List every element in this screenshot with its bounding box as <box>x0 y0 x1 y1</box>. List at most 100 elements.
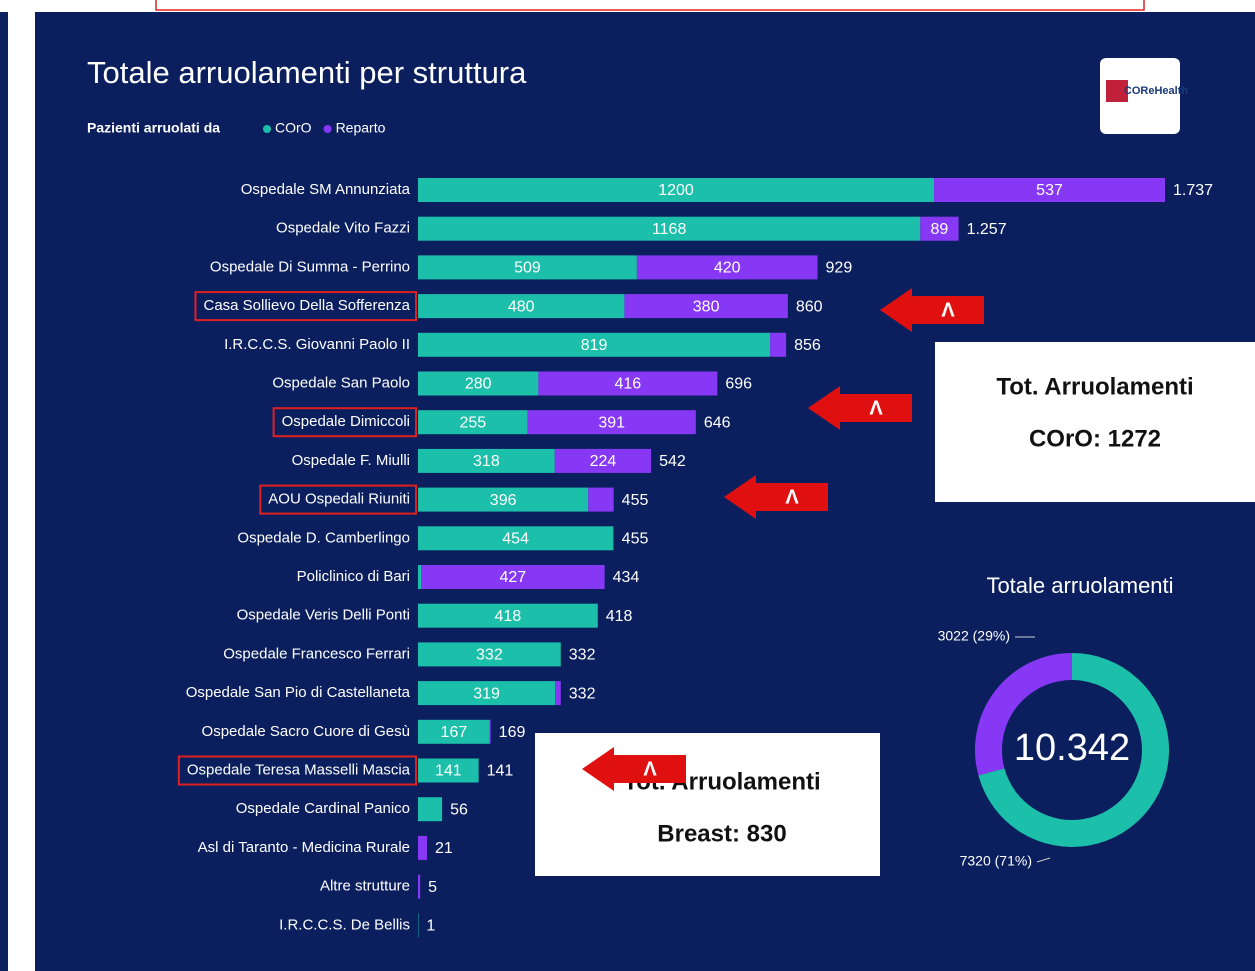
segment-label: 454 <box>502 531 529 548</box>
bar-segment <box>418 603 598 628</box>
bar-segment <box>770 332 787 357</box>
bar-segment <box>418 332 771 357</box>
category-label: Ospedale San Pio di Castellaneta <box>186 684 411 701</box>
bar-segment <box>418 681 556 706</box>
bar-segment <box>588 487 614 512</box>
legend-title: Pazienti arruolati da <box>87 120 220 136</box>
segment-label: 141 <box>435 763 462 780</box>
red-arrow <box>880 288 984 332</box>
coro-box-line: COrO: 1272 <box>1029 425 1161 452</box>
segment-label: 418 <box>495 608 522 625</box>
category-label: I.R.C.C.S. Giovanni Paolo II <box>224 336 410 353</box>
segment-label: 332 <box>476 647 503 664</box>
segment-label: 396 <box>490 492 517 509</box>
category-label: Casa Sollievo Della Sofferenza <box>203 297 410 314</box>
bar-segment <box>418 565 422 589</box>
category-label: Asl di Taranto - Medicina Rurale <box>198 839 410 856</box>
arrow-label: Λ <box>643 758 657 780</box>
coro-box-line: Tot. Arruolamenti <box>996 373 1193 400</box>
segment-label: 819 <box>581 337 608 354</box>
legend-swatch <box>323 125 332 133</box>
category-label: Ospedale Francesco Ferrari <box>223 645 410 662</box>
category-label: Ospedale Di Summa - Perrino <box>210 258 410 275</box>
bar-segment <box>418 526 614 551</box>
bar-segment <box>555 681 561 706</box>
category-label: Policlinico di Bari <box>297 568 410 585</box>
segment-label: 537 <box>1036 182 1063 199</box>
segment-label: 1168 <box>652 221 687 238</box>
red-arrow <box>582 747 686 791</box>
highlight-box <box>194 291 417 322</box>
category-label: Ospedale Teresa Masselli Mascia <box>187 761 411 778</box>
slice-label: 3022 (29%) <box>938 628 1010 644</box>
segment-label: 89 <box>931 221 949 238</box>
side-strip <box>0 12 8 971</box>
bar-segment <box>527 410 696 435</box>
segment-label: 480 <box>508 298 535 315</box>
segment-label: 427 <box>499 569 526 586</box>
category-label: Ospedale Veris Delli Ponti <box>237 607 410 624</box>
bar-segment <box>418 371 539 396</box>
bar-segment <box>920 216 959 241</box>
bar-segment <box>418 294 625 319</box>
segment-label: 416 <box>615 376 642 393</box>
total-label: 5 <box>428 879 437 896</box>
segment-label: 255 <box>459 414 486 431</box>
total-label: 418 <box>606 608 633 625</box>
bar-segment <box>418 835 428 860</box>
category-label: Ospedale Sacro Cuore di Gesù <box>202 723 410 740</box>
category-label: Altre strutture <box>320 878 410 895</box>
bar-segment <box>538 371 718 396</box>
segment-label: 167 <box>441 724 468 741</box>
bar-segment <box>418 216 921 241</box>
total-label: 1 <box>426 918 435 935</box>
total-label: 434 <box>613 569 640 586</box>
bar-segment <box>636 255 818 280</box>
red-arrow <box>724 475 828 519</box>
category-label: AOU Ospedali Riuniti <box>268 491 410 508</box>
total-label: 646 <box>704 414 731 431</box>
bar-segment <box>418 255 637 280</box>
category-label: I.R.C.C.S. De Bellis <box>279 916 410 933</box>
category-label: Ospedale Dimiccoli <box>282 413 410 430</box>
bar-segment <box>418 758 479 783</box>
legend-swatch <box>263 125 271 133</box>
total-label: 860 <box>796 298 823 315</box>
total-label: 696 <box>725 376 752 393</box>
logo <box>1100 58 1180 134</box>
bar-segment <box>418 797 443 822</box>
category-label: Ospedale SM Annunziata <box>241 181 411 198</box>
segment-label: 280 <box>465 376 492 393</box>
bar-segment <box>418 719 490 744</box>
bar-segment <box>418 410 528 435</box>
donut-title: Totale arruolamenti <box>986 573 1173 598</box>
segment-label: 1200 <box>658 182 694 199</box>
donut-slice <box>974 653 1072 776</box>
arrow-label: Λ <box>941 299 955 321</box>
leader-line <box>1036 857 1051 863</box>
slice-label: 7320 (71%) <box>960 853 1032 869</box>
segment-label: 391 <box>598 414 625 431</box>
total-label: 56 <box>450 801 468 818</box>
highlight-box <box>259 484 417 515</box>
coro-box <box>935 342 1255 502</box>
bar-segment <box>418 178 935 202</box>
total-label: 1.737 <box>1173 182 1213 199</box>
bar-segment <box>418 874 421 899</box>
total-label: 332 <box>569 647 596 664</box>
total-label: 455 <box>622 531 649 548</box>
top-frame <box>155 0 1145 11</box>
total-label: 856 <box>794 337 821 354</box>
bar-segment <box>418 448 555 473</box>
bar-segment <box>421 565 605 589</box>
total-label: 929 <box>826 260 853 277</box>
total-label: 1.257 <box>967 221 1007 238</box>
bar-segment <box>934 178 1165 202</box>
total-label: 332 <box>569 685 596 702</box>
bar-segment <box>418 487 589 512</box>
breast-box-line: Breast: 830 <box>657 820 786 847</box>
red-arrow <box>808 386 912 430</box>
category-label: Ospedale F. Miulli <box>292 452 410 469</box>
total-label: 141 <box>487 763 514 780</box>
highlight-box <box>177 755 417 786</box>
